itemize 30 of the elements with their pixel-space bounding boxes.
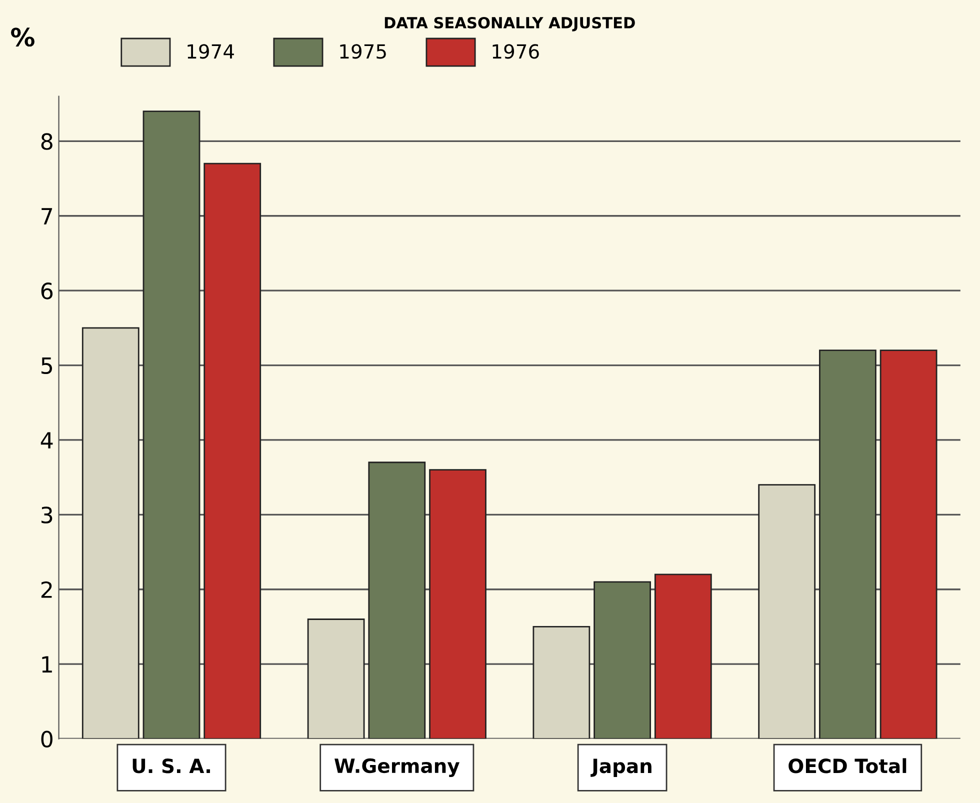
bar (880, 350, 938, 739)
x-tick-label: OECD Total (788, 758, 906, 774)
x-tick-label: W.Germany (334, 758, 460, 778)
y-tick-label: 2 (41, 581, 52, 598)
bar (307, 618, 365, 739)
bar (594, 581, 651, 739)
chart-subtitle: DATA SEASONALLY ADJUSTED (384, 16, 635, 32)
bar (82, 327, 140, 739)
bar (142, 110, 200, 739)
bar (429, 469, 486, 739)
legend-label: 1974 (188, 44, 234, 59)
legend-label: 1976 (492, 44, 539, 59)
bar (758, 484, 816, 739)
y-tick-label: 6 (41, 282, 53, 300)
bar (204, 162, 262, 739)
bar (654, 574, 712, 739)
y-tick-label: 5 (42, 358, 52, 374)
bar (368, 462, 426, 739)
y-tick-label: 8 (41, 133, 52, 150)
y-tick-label: 4 (40, 432, 53, 448)
y-tick-label: 3 (41, 506, 52, 524)
y-axis-title: % (11, 28, 34, 47)
bar (532, 626, 590, 739)
x-tick-label: Japan (590, 758, 652, 778)
y-tick-label: 0 (41, 730, 52, 748)
bar (819, 350, 876, 739)
y-tick-label: 1 (42, 656, 52, 673)
x-tick-label: U. S. A. (132, 758, 210, 774)
y-tick-label: 7 (42, 208, 52, 224)
legend-label: 1975 (340, 44, 386, 59)
